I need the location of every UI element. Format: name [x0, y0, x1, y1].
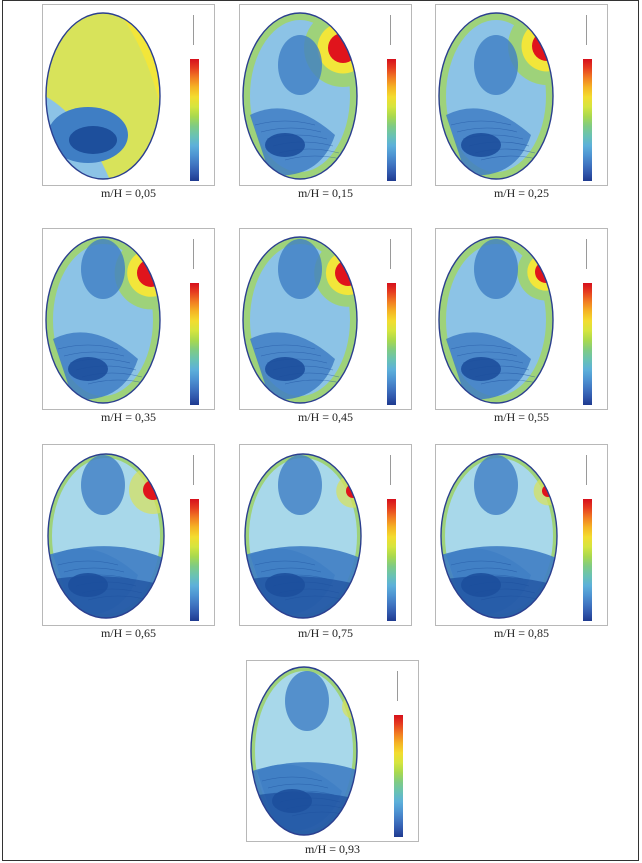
panel-caption: m/H = 0,85 — [493, 626, 550, 640]
scale-axis — [586, 15, 587, 45]
color-legend — [387, 59, 396, 181]
panel-caption: m/H = 0,55 — [493, 410, 550, 424]
panel-caption: m/H = 0,15 — [297, 186, 354, 200]
color-legend — [394, 715, 403, 837]
scale-axis — [397, 671, 398, 701]
scale-axis — [586, 239, 587, 269]
contour-plot — [45, 236, 161, 404]
panel-caption: m/H = 0,75 — [297, 626, 354, 640]
color-legend — [583, 59, 592, 181]
color-legend — [387, 283, 396, 405]
scale-axis — [390, 239, 391, 269]
contour-plot — [440, 453, 558, 619]
panel-caption: m/H = 0,65 — [100, 626, 157, 640]
contour-plot — [47, 453, 165, 619]
contour-plot — [244, 453, 362, 619]
color-legend — [387, 499, 396, 621]
panel-caption: m/H = 0,05 — [100, 186, 157, 200]
scale-axis — [193, 455, 194, 485]
contour-plot — [438, 12, 554, 180]
simulation-panel — [42, 444, 215, 626]
contour-plot — [242, 236, 358, 404]
simulation-panel — [239, 444, 412, 626]
contour-plot — [250, 666, 358, 836]
simulation-panel — [435, 228, 608, 410]
simulation-panel — [246, 660, 419, 842]
scale-axis — [390, 15, 391, 45]
scale-axis — [193, 239, 194, 269]
panel-caption: m/H = 0,25 — [493, 186, 550, 200]
contour-plot — [438, 236, 554, 404]
color-legend — [190, 283, 199, 405]
panel-caption: m/H = 0,45 — [297, 410, 354, 424]
color-legend — [583, 283, 592, 405]
scale-axis — [390, 455, 391, 485]
simulation-panel — [435, 4, 608, 186]
simulation-panel — [42, 228, 215, 410]
scale-axis — [586, 455, 587, 485]
color-legend — [583, 499, 592, 621]
simulation-panel — [239, 4, 412, 186]
panel-caption: m/H = 0,93 — [304, 842, 361, 856]
color-legend — [190, 499, 199, 621]
scale-axis — [193, 15, 194, 45]
contour-plot — [242, 12, 358, 180]
contour-plot — [45, 12, 161, 180]
simulation-panel — [435, 444, 608, 626]
simulation-panel — [239, 228, 412, 410]
simulation-panel — [42, 4, 215, 186]
color-legend — [190, 59, 199, 181]
panel-caption: m/H = 0,35 — [100, 410, 157, 424]
